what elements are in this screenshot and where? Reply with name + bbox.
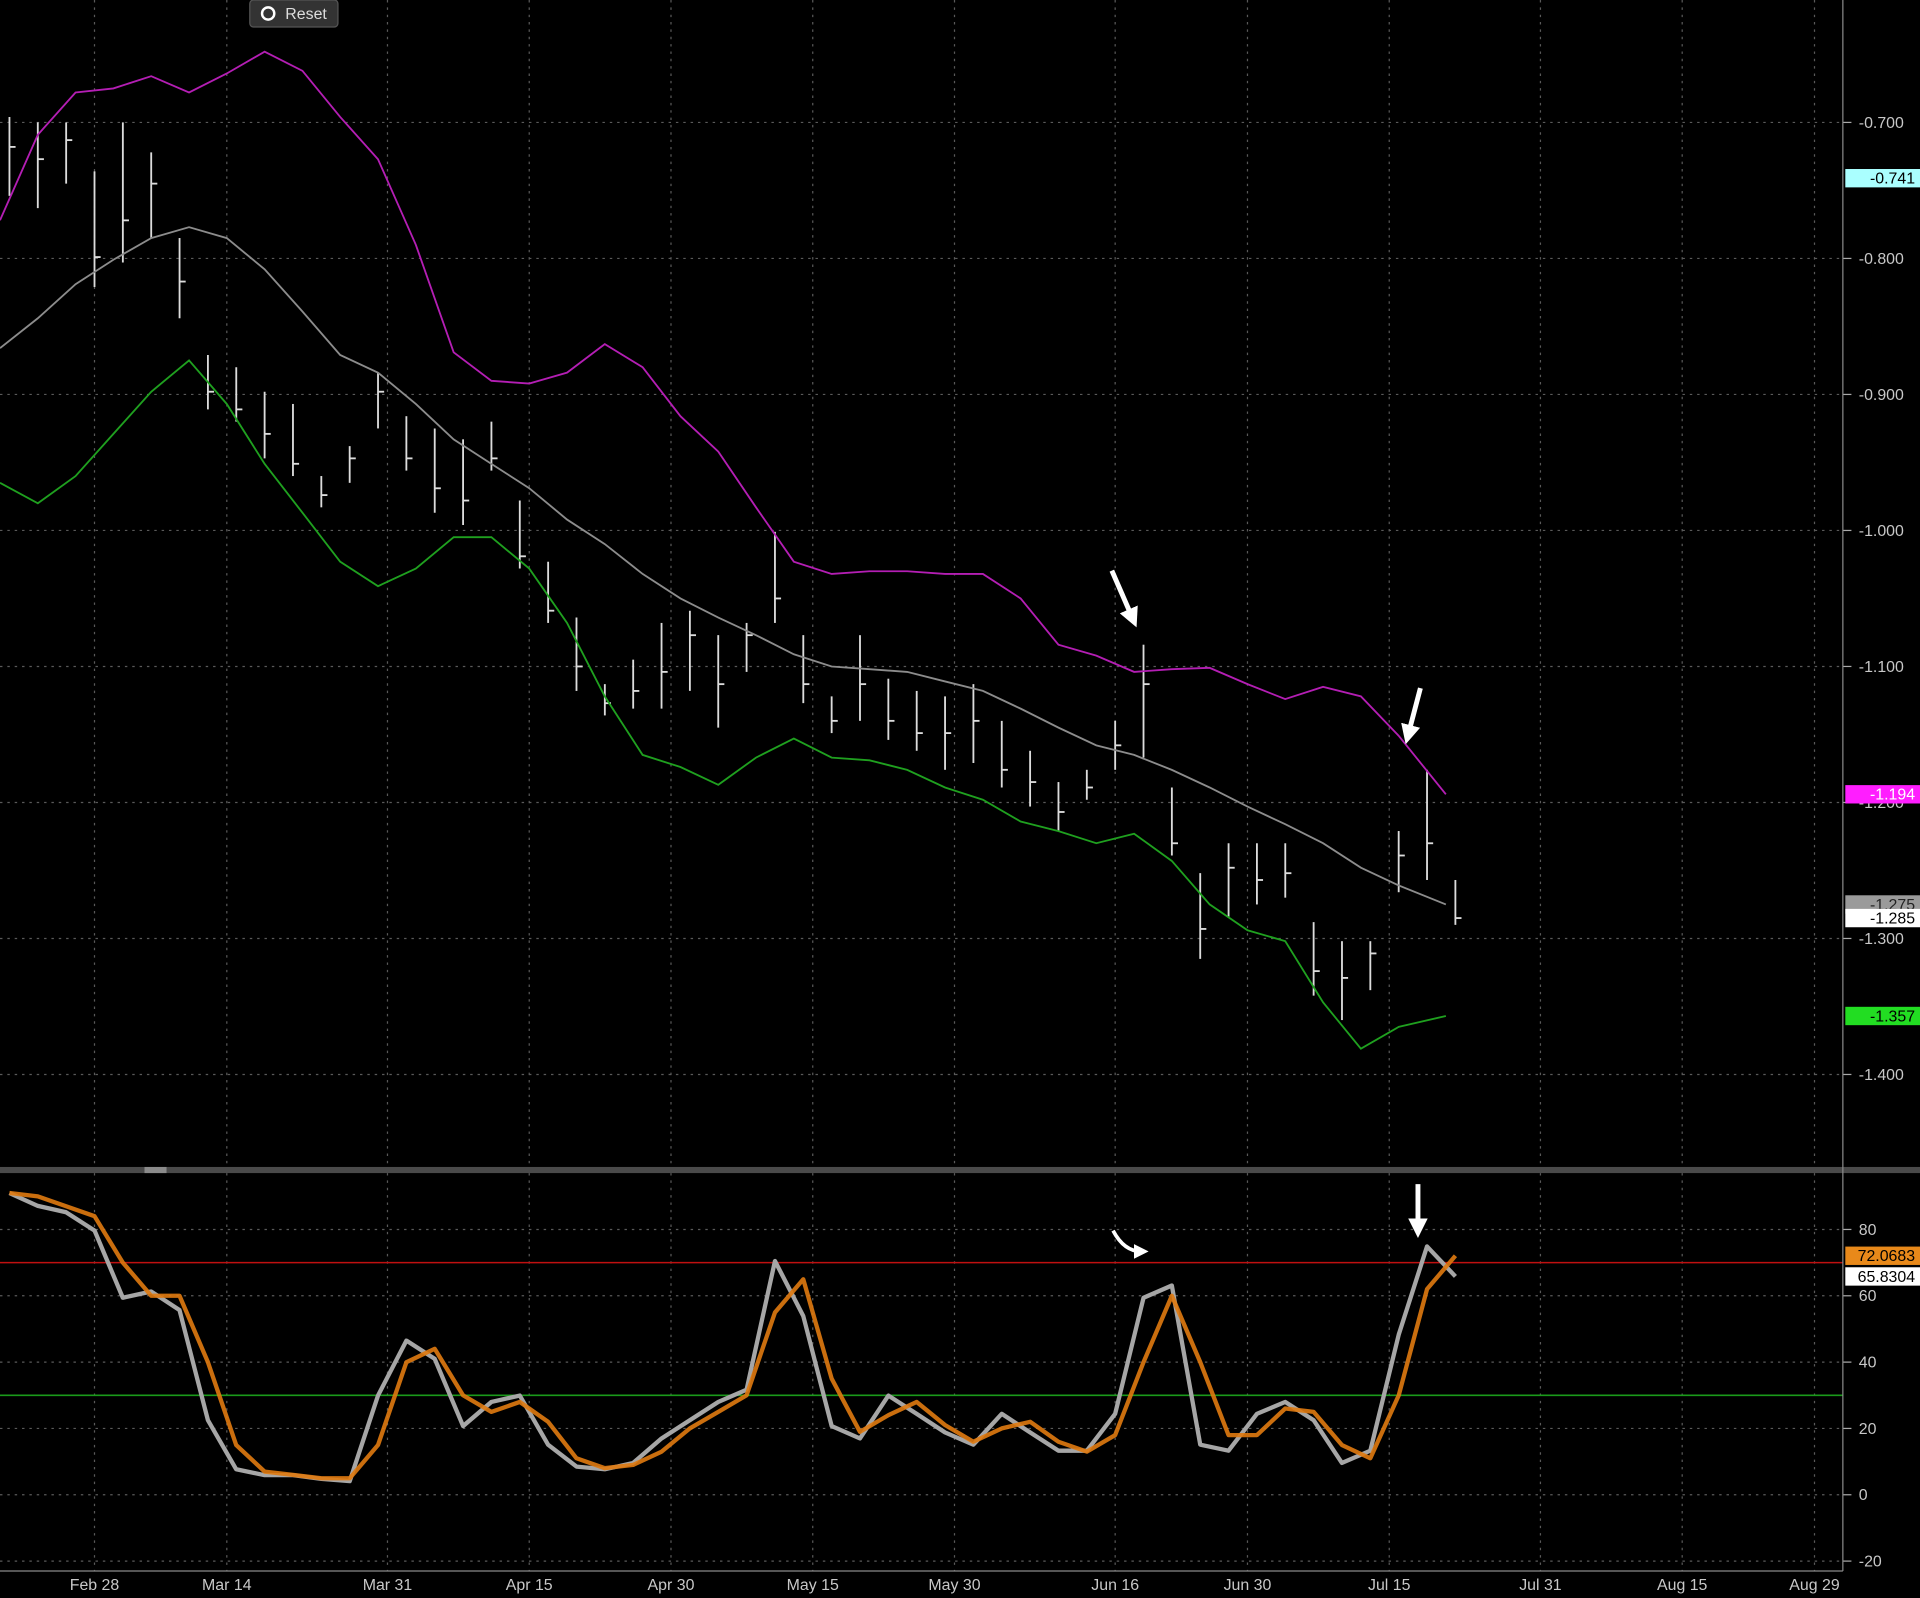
value-tag-label: -0.741 [1870, 171, 1915, 188]
y-tick-label: -1.300 [1859, 931, 1904, 948]
value-tag-label: 72.0683 [1858, 1248, 1916, 1265]
x-tick-label: Apr 30 [648, 1577, 695, 1594]
x-tick-label: Mar 31 [363, 1577, 413, 1594]
band-line [0, 50, 1447, 795]
y-tick-label: 80 [1859, 1222, 1877, 1239]
band-line [0, 359, 1447, 1050]
x-tick-label: Jun 16 [1091, 1577, 1139, 1594]
x-tick-label: Mar 14 [202, 1577, 252, 1594]
tags: -0.741-1.194-1.275-1.285-1.35772.068365.… [1845, 169, 1920, 1286]
x-tick-label: Jun 30 [1224, 1577, 1272, 1594]
y-tick-label: 60 [1859, 1288, 1877, 1305]
value-tag-label: 65.8304 [1858, 1269, 1916, 1286]
x-tick-label: Feb 28 [70, 1577, 120, 1594]
oscillator-line [8, 1191, 1457, 1484]
x-tick-label: May 30 [928, 1577, 980, 1594]
y-tick-label: -20 [1859, 1554, 1882, 1571]
value-tag [1845, 785, 1920, 804]
arrow [1109, 569, 1138, 628]
y-tick-label: -1.100 [1859, 659, 1904, 676]
arrows [1109, 569, 1428, 1259]
reset-button[interactable]: Reset [249, 0, 339, 28]
band-line [0, 226, 1447, 906]
x-tick-label: Jul 31 [1519, 1577, 1562, 1594]
y-tick-label: 40 [1859, 1355, 1877, 1372]
separator-handle [144, 1166, 167, 1174]
value-tag [1845, 169, 1920, 188]
value-tag [1845, 1267, 1920, 1286]
y-tick-label: -1.000 [1859, 523, 1904, 540]
x-tick-label: Jul 15 [1368, 1577, 1411, 1594]
reset-icon[interactable] [260, 6, 276, 21]
y-tick-label: 20 [1859, 1421, 1877, 1438]
marks [0, 50, 1843, 1484]
value-tag-label: -1.194 [1870, 787, 1915, 804]
oscillator-line [9, 1190, 1458, 1481]
y-tick-label: -1.400 [1859, 1067, 1904, 1084]
value-tag [1845, 1006, 1920, 1026]
y-tick-label: 0 [1859, 1487, 1868, 1504]
value-tag-label: -1.285 [1870, 910, 1915, 927]
arrow [1401, 687, 1423, 745]
x-tick-label: Aug 29 [1789, 1577, 1840, 1594]
x-tick-label: Aug 15 [1657, 1577, 1708, 1594]
reset-button-bg[interactable] [249, 0, 339, 28]
value-tag-label: -1.357 [1870, 1008, 1915, 1025]
x-tick-label: Apr 15 [506, 1577, 553, 1594]
x-tick-label: May 15 [787, 1577, 839, 1594]
arrow [1111, 1229, 1149, 1259]
y-tick-label: -0.900 [1859, 387, 1904, 404]
reset-label[interactable]: Reset [285, 6, 327, 23]
value-tag [1845, 1246, 1920, 1265]
y-tick-label: -0.700 [1859, 115, 1904, 132]
value-tag [1845, 908, 1920, 928]
y-tick-label: -0.800 [1859, 251, 1904, 268]
panel-separator [0, 1166, 1920, 1174]
